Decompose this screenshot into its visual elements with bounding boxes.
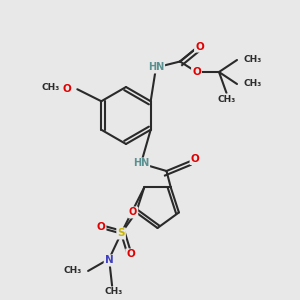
Text: HN: HN [133, 158, 149, 169]
Text: S: S [117, 229, 125, 238]
Text: CH₃: CH₃ [218, 94, 236, 103]
Text: N: N [105, 256, 113, 266]
Text: O: O [192, 67, 201, 77]
Text: CH₃: CH₃ [41, 83, 59, 92]
Text: CH₃: CH₃ [64, 266, 82, 275]
Text: CH₃: CH₃ [104, 287, 123, 296]
Text: HN: HN [148, 62, 164, 73]
Text: O: O [126, 250, 135, 260]
Text: CH₃: CH₃ [243, 80, 261, 88]
Text: O: O [190, 154, 200, 164]
Text: O: O [195, 41, 204, 52]
Text: O: O [97, 222, 105, 232]
Text: O: O [129, 208, 137, 218]
Text: CH₃: CH₃ [243, 56, 261, 64]
Text: O: O [63, 84, 71, 94]
